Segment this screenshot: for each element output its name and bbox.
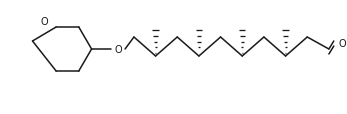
Text: O: O — [41, 17, 48, 27]
Text: O: O — [115, 45, 122, 54]
Text: O: O — [339, 39, 346, 49]
